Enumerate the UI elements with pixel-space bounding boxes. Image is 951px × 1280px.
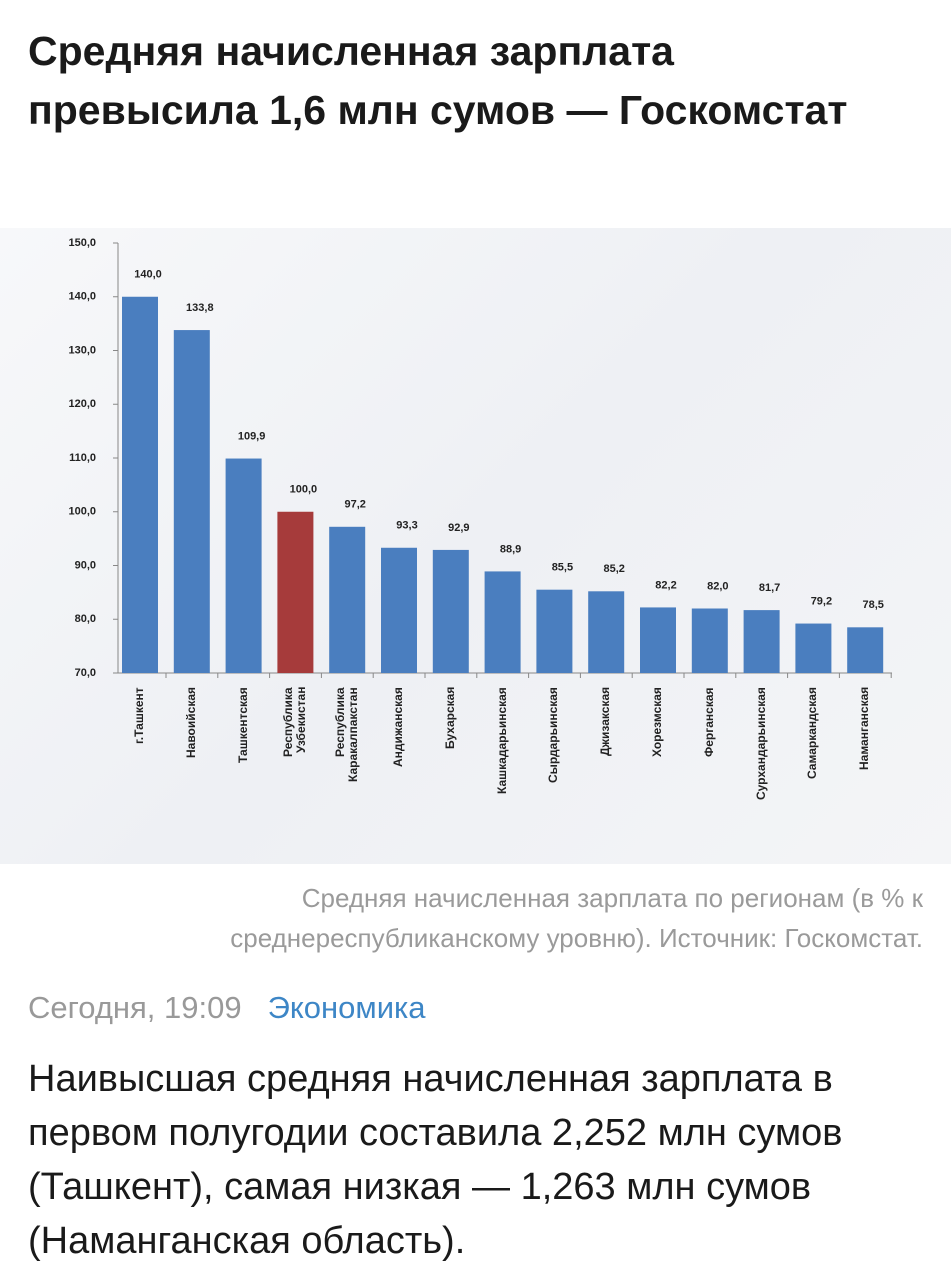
article-meta: Сегодня, 19:09 Экономика bbox=[28, 990, 426, 1026]
y-tick-label: 90,0 bbox=[75, 559, 96, 571]
y-tick-label: 130,0 bbox=[68, 344, 96, 356]
value-label: 97,2 bbox=[344, 499, 365, 511]
x-tick-label: Джизакская bbox=[598, 687, 613, 757]
value-label: 82,2 bbox=[655, 579, 676, 591]
value-label: 85,2 bbox=[603, 563, 624, 575]
value-label: 88,9 bbox=[500, 543, 521, 555]
x-tick-label: Хорезмская bbox=[650, 687, 664, 757]
value-label: 133,8 bbox=[186, 302, 214, 314]
bar bbox=[588, 591, 625, 673]
chart-image: 70,0 80,0 90,0 100,0 110,0 120,0 130,0 140,0 150… bbox=[0, 228, 951, 864]
y-tick-label: 70,0 bbox=[75, 667, 96, 679]
article-text: Наивысшая средняя начисленная зарплата в… bbox=[28, 1058, 843, 1262]
bar bbox=[329, 526, 366, 673]
bar bbox=[795, 623, 832, 673]
value-label: 100,0 bbox=[290, 484, 318, 496]
x-tick-label: Республика Каракалпакстан bbox=[333, 687, 361, 782]
x-tick-label: Республика Узбекистан bbox=[281, 687, 309, 757]
headline: Средняя начисленная зарплата превысила 1… bbox=[28, 28, 848, 133]
x-tick-label: Самаркандская bbox=[805, 687, 820, 779]
value-label: 93,3 bbox=[396, 520, 417, 532]
bar bbox=[484, 571, 521, 673]
chart: 70,0 80,0 90,0 100,0 110,0 120,0 130,0 140,0 150… bbox=[68, 237, 892, 679]
x-tick-label: Сурхандарьинская bbox=[753, 687, 768, 800]
value-label: 109,9 bbox=[238, 430, 266, 442]
x-tick-label: Ферганская bbox=[701, 687, 716, 757]
bar bbox=[225, 458, 262, 673]
bar bbox=[847, 627, 884, 673]
bar bbox=[640, 607, 676, 673]
y-tick-label: 110,0 bbox=[69, 452, 96, 464]
y-tick-label: 80,0 bbox=[75, 613, 96, 625]
y-tick-label: 150,0 bbox=[68, 237, 96, 249]
x-tick-label: г.Ташкент bbox=[132, 687, 146, 744]
value-label: 140,0 bbox=[134, 269, 162, 281]
bar bbox=[277, 511, 314, 673]
bar bbox=[536, 589, 573, 673]
x-tick-label: Кашкадарьинская bbox=[494, 687, 509, 794]
value-label: 92,9 bbox=[448, 522, 469, 534]
value-label: 78,5 bbox=[862, 599, 883, 611]
y-tick-label: 120,0 bbox=[68, 398, 96, 410]
x-tick-label: Наманганская bbox=[857, 687, 872, 771]
x-tick-label: Сырдарьинская bbox=[546, 687, 561, 783]
value-label: 82,0 bbox=[707, 580, 728, 592]
y-tick-label: 100,0 bbox=[68, 506, 96, 518]
bar bbox=[743, 610, 780, 673]
bar bbox=[381, 547, 417, 673]
value-label: 81,7 bbox=[759, 582, 780, 594]
bar bbox=[432, 549, 469, 673]
y-tick-label: 140,0 bbox=[68, 291, 96, 303]
x-tick-label: Навоийская bbox=[183, 687, 198, 758]
category-link[interactable]: Экономика bbox=[267, 990, 426, 1025]
x-tick-label: Ташкентская bbox=[235, 687, 250, 763]
bar bbox=[691, 608, 728, 673]
bar bbox=[173, 330, 210, 673]
date: Сегодня, 19:09 bbox=[28, 990, 242, 1025]
x-tick-label: Бухарская bbox=[442, 687, 457, 750]
x-tick-label: Андижанская bbox=[391, 687, 405, 767]
bar bbox=[122, 296, 158, 673]
image-caption: Средняя начисленная зарплата по регионам… bbox=[230, 883, 923, 953]
value-label: 79,2 bbox=[811, 595, 832, 607]
value-label: 85,5 bbox=[552, 562, 573, 574]
